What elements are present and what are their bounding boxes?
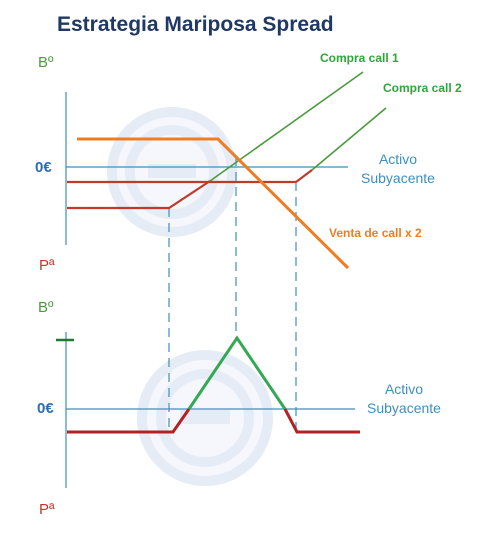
payoff-loss-left — [67, 408, 191, 434]
buy-call-1-loss-line — [67, 180, 211, 210]
buy-call-2-label: Compra call 2 — [383, 81, 462, 95]
bottom-x-axis-caption-line1: Activo — [384, 381, 424, 397]
top-loss-axis-label: Pª — [39, 257, 55, 274]
payoff-profit-peak — [187, 335, 287, 410]
bottom-loss-axis-label: Pª — [39, 501, 55, 518]
sell-calls-label: Venta de call x 2 — [329, 226, 422, 240]
top-x-axis-caption-line1: Activo — [378, 151, 418, 167]
bottom-x-axis-caption-line2: Subyacente — [367, 399, 441, 416]
page-title: Estrategia Mariposa Spread — [57, 13, 334, 36]
bottom-zero-label: 0€ — [37, 400, 54, 417]
buy-call-2-profit-line — [311, 107, 387, 171]
bottom-x-axis-caption: Activo Subyacente — [359, 380, 449, 418]
top-zero-label: 0€ — [35, 159, 52, 176]
buy-call-1-profit-line — [209, 71, 364, 182]
top-x-axis-caption-line2: Subyacente — [361, 169, 435, 186]
buy-call-2-loss-tail — [295, 169, 313, 183]
payoff-loss-right — [283, 408, 360, 434]
buy-call-1-label: Compra call 1 — [320, 51, 399, 65]
sell-calls-line — [77, 137, 350, 270]
watermark-logo-bottom — [137, 350, 273, 486]
top-profit-axis-label: Bº — [38, 54, 54, 71]
bottom-profit-axis-label: Bº — [38, 299, 54, 316]
watermark-logo-top — [107, 107, 237, 237]
top-x-axis-caption: Activo Subyacente — [353, 150, 443, 188]
